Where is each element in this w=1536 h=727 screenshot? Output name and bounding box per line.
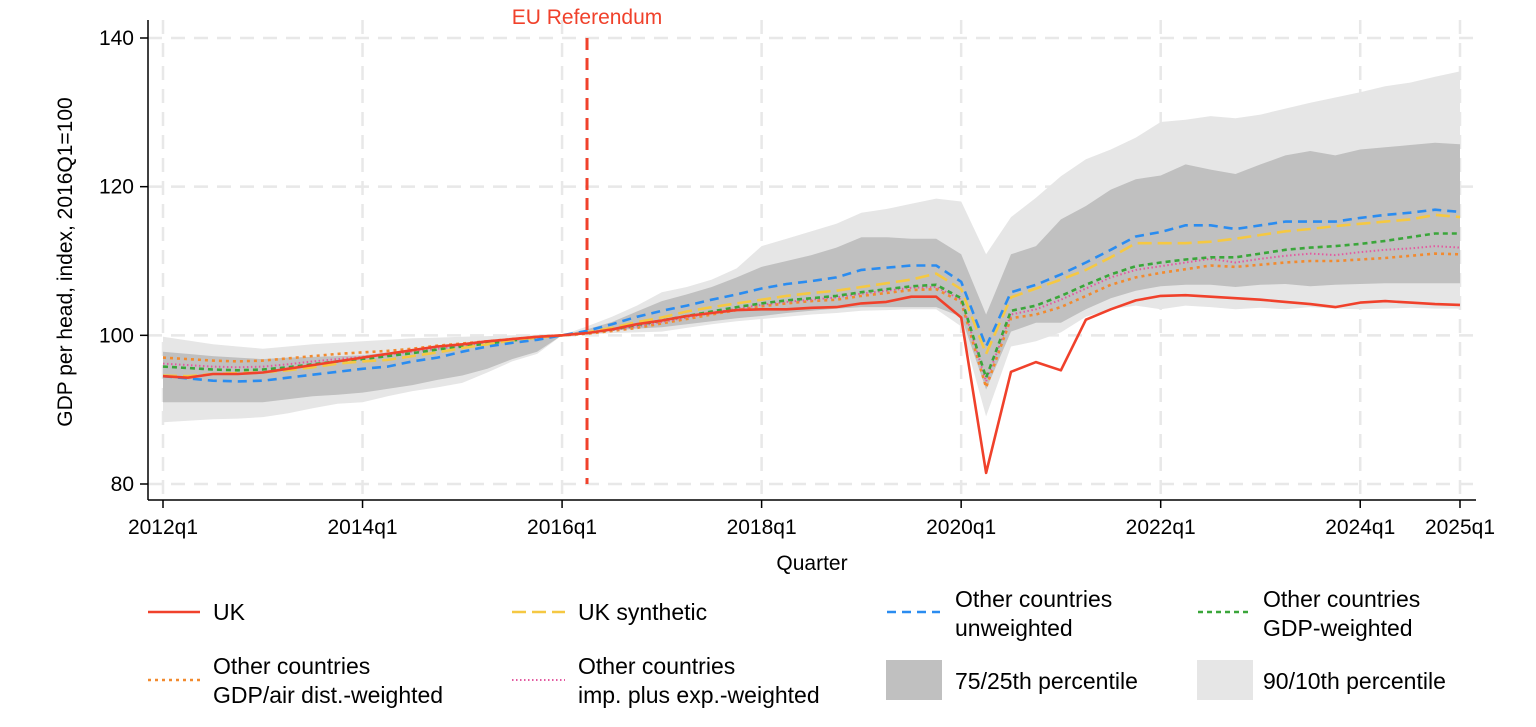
series-line-uk-synthetic [162,213,1461,378]
x-tick-label: 2025q1 [1425,516,1495,539]
legend-item-gdp-weighted: Other countries GDP-weighted [1198,586,1420,641]
ticks: 80 100 120 140 2012q1 2014q1 2016q1 2018q1 2020q… [99,27,1495,539]
legend-swatch-p75 [886,660,942,700]
axes [147,20,1476,501]
x-axis-title: Quarter [776,552,847,575]
legend-label: 75/25th percentile [955,668,1138,694]
legend-item-p75: 75/25th percentile [886,660,1138,700]
series-lines [162,208,1461,475]
y-tick-label: 80 [111,473,134,496]
legend-label: UK synthetic [578,599,707,625]
x-tick-label: 2022q1 [1126,516,1196,539]
legend-label: unweighted [955,615,1073,641]
band-90-10th-percentile [163,71,1460,423]
x-tick-label: 2012q1 [128,516,198,539]
legend-item-imp-exp-weighted: Other countries imp. plus exp.-weighted [512,653,820,708]
x-tick-label: 2024q1 [1325,516,1395,539]
eu-referendum-label: EU Referendum [512,6,663,29]
legend-item-p90: 90/10th percentile [1197,660,1446,700]
y-tick-label: 140 [99,27,134,50]
y-tick-label: 120 [99,176,134,199]
series-line-uk [162,293,1461,475]
x-tick-label: 2018q1 [727,516,797,539]
y-tick-label: 100 [99,324,134,347]
series-line-other-countries-gdp-weighted [162,232,1460,379]
x-tick-label: 2016q1 [527,516,597,539]
legend-label: imp. plus exp.-weighted [578,682,820,708]
legend-item-unweighted: Other countries unweighted [887,586,1112,641]
legend-label: GDP-weighted [1263,615,1413,641]
legend-label: Other countries [213,653,370,679]
series-line-other-countries-unweighted [162,208,1461,383]
legend-label: Other countries [578,653,735,679]
legend-swatch-p90 [1197,660,1253,700]
legend: UK UK synthetic Other countries unweight… [148,586,1446,708]
legend-label: 90/10th percentile [1263,668,1446,694]
legend-label: UK [213,599,246,625]
y-axis-title: GDP per head, index, 2016Q1=100 [54,97,77,426]
legend-item-uk: UK [148,599,246,625]
series-line-other-countries-gdp-air-dist-weighted [162,252,1461,389]
x-tick-label: 2014q1 [327,516,397,539]
legend-item-uk-synthetic: UK synthetic [512,599,707,625]
annotation: EU Referendum [512,6,663,484]
legend-label: GDP/air dist.-weighted [213,682,443,708]
legend-label: Other countries [1263,586,1420,612]
legend-label: Other countries [955,586,1112,612]
x-tick-label: 2020q1 [926,516,996,539]
percentile-bands [163,71,1460,423]
band-75-25th-percentile [163,142,1460,403]
legend-item-air-weighted: Other countries GDP/air dist.-weighted [148,653,443,708]
